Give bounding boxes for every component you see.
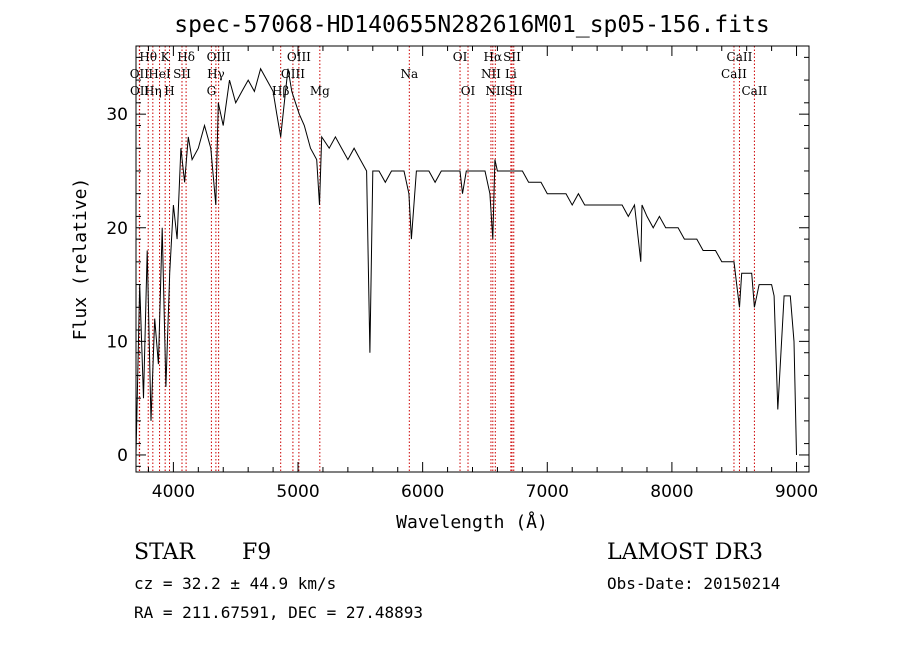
y-tick-label: 0 (117, 446, 128, 466)
marker-label: Na (400, 67, 418, 81)
marker-label: G (207, 84, 217, 98)
survey-label: LAMOST DR3 (607, 540, 763, 565)
y-axis-label: Flux (relative) (70, 178, 91, 341)
marker-label: HeI (148, 67, 171, 81)
redshift-text: cz = 32.2 ± 44.9 km/s (134, 574, 337, 593)
chart-title: spec-57068-HD140655N282616M01_sp05-156.f… (174, 12, 769, 38)
plot-frame (135, 45, 810, 473)
marker-label: OIII (207, 50, 231, 64)
marker-label: Hβ (272, 84, 289, 98)
x-tick-label: 6000 (401, 482, 444, 502)
line-markers (138, 46, 755, 472)
marker-label: NII (481, 67, 501, 81)
x-tick-label: 5000 (276, 482, 319, 502)
marker-label: SII (503, 50, 521, 64)
marker-label: Hγ (207, 67, 225, 81)
marker-label: CaII (741, 84, 767, 98)
marker-label: H (164, 84, 174, 98)
marker-label: Hη (144, 84, 162, 98)
x-tick-label: 4000 (152, 482, 195, 502)
marker-label: OI (461, 84, 476, 98)
marker-label: OII (130, 84, 150, 98)
marker-label: SII (505, 84, 523, 98)
marker-label: Hδ (177, 50, 195, 64)
y-tick-label: 30 (106, 105, 128, 125)
obs-date-text: Obs-Date: 20150214 (607, 574, 781, 593)
y-tick-label: 10 (106, 332, 128, 352)
marker-label: CaII (721, 67, 747, 81)
coords-text: RA = 211.67591, DEC = 27.48893 (134, 603, 423, 622)
spectrum-line (135, 67, 797, 456)
marker-label: OII (130, 67, 150, 81)
marker-label: Li (505, 67, 517, 81)
x-axis-ticks: 4000 5000 6000 7000 8000 9000 (147, 46, 818, 502)
marker-label: SII (173, 67, 191, 81)
marker-label: OIII (281, 67, 305, 81)
marker-label: CaII (727, 50, 753, 64)
y-axis-ticks: 0 10 20 30 (106, 56, 809, 467)
y-tick-label: 20 (106, 219, 128, 239)
x-axis-label: Wavelength (Å) (396, 511, 548, 533)
marker-label: NII (485, 84, 505, 98)
marker-label: Hα (484, 50, 503, 64)
x-tick-label: 9000 (775, 482, 818, 502)
subclass-label: F9 (242, 540, 272, 565)
x-tick-label: 7000 (526, 482, 569, 502)
marker-label: Mg (310, 84, 330, 98)
marker-label: OI (453, 50, 468, 64)
class-label: STAR (134, 540, 195, 565)
x-tick-label: 8000 (650, 482, 693, 502)
line-marker-labels: Hθ OII OII K HeI Hη Hδ SII H OIII Hγ G OIII OIII Hβ Mg N… (130, 50, 768, 98)
marker-label: OIII (287, 50, 311, 64)
marker-label: K (161, 50, 171, 64)
marker-label: Hθ (139, 50, 157, 64)
